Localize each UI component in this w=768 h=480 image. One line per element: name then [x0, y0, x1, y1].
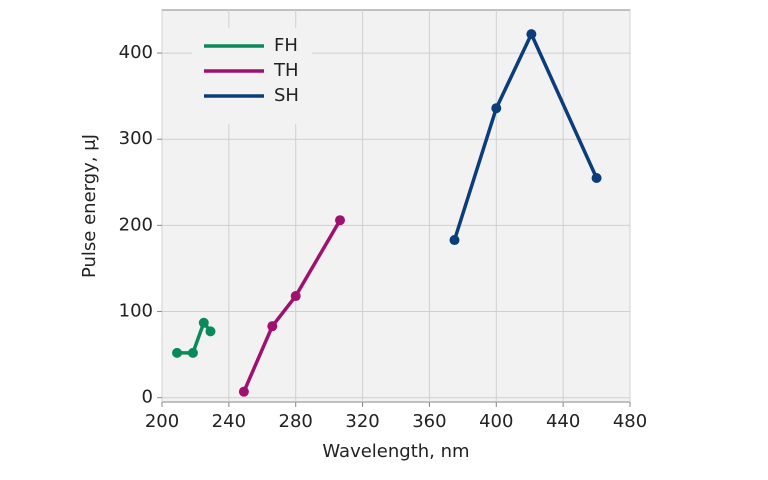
data-point — [591, 173, 602, 183]
data-point — [526, 29, 537, 40]
x-tick-label: 480 — [613, 411, 647, 432]
x-axis-label: Wavelength, nm — [322, 441, 469, 462]
y-tick-label: 400 — [119, 42, 153, 63]
data-point — [335, 215, 346, 226]
legend-label: TH — [273, 60, 299, 81]
data-point — [172, 347, 183, 358]
x-tick-label: 400 — [479, 411, 513, 432]
data-point — [187, 347, 198, 358]
x-tick-label: 360 — [412, 411, 446, 432]
data-point — [198, 317, 209, 328]
data-point — [267, 321, 278, 332]
legend-box — [192, 28, 312, 124]
series-line — [452, 32, 599, 241]
data-point — [449, 235, 460, 246]
series-line — [177, 320, 212, 355]
y-tick-label: 0 — [142, 387, 153, 408]
y-axis-label: Pulse energy, μJ — [79, 134, 100, 278]
data-point — [290, 291, 301, 302]
x-tick-label: 320 — [345, 411, 379, 432]
data-point — [205, 326, 216, 337]
x-tick-label: 280 — [279, 411, 313, 432]
y-tick-label: 100 — [119, 301, 153, 322]
x-tick-label: 200 — [145, 411, 179, 432]
series-line — [242, 219, 342, 393]
y-tick-label: 300 — [119, 128, 153, 149]
legend-label: SH — [274, 85, 299, 106]
x-tick-label: 440 — [546, 411, 580, 432]
data-point — [491, 103, 502, 114]
x-tick-label: 240 — [212, 411, 246, 432]
y-tick-label: 200 — [119, 214, 153, 235]
legend-label: FH — [274, 35, 298, 56]
data-point — [238, 386, 249, 397]
